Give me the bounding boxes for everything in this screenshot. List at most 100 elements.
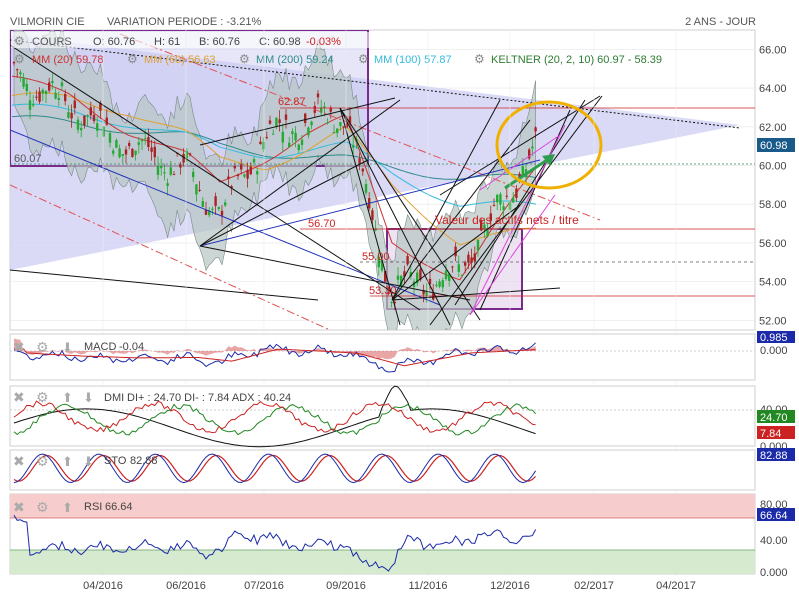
candle-body [54, 92, 57, 99]
candle-body [211, 208, 214, 210]
dmi-label: DMI [104, 392, 124, 404]
candle-body [156, 165, 160, 175]
candle-body [249, 166, 252, 175]
cours-legend[interactable]: ⚙ COURS O: 60.76 H: 61 B: 60.76 C: 60.98… [14, 34, 341, 48]
gear-icon[interactable]: ⚙ [36, 499, 49, 515]
rsi-badge-value: 66.64 [760, 510, 788, 522]
level-label-6007: 60.07 [14, 153, 42, 165]
di-minus-line [13, 400, 536, 434]
candle-body [16, 69, 19, 71]
candle-body [70, 112, 73, 119]
price-tick-label: 66.00 [759, 44, 787, 56]
candle-body [240, 164, 243, 170]
candle-body [192, 171, 195, 178]
rsi-line [13, 515, 537, 572]
dotted-resistance [10, 39, 741, 129]
keltner-legend: KELTNER (20, 2, 10) 60.97 - 58.39 [491, 54, 662, 66]
close-icon[interactable]: ✖ [13, 339, 25, 355]
candle-body [128, 143, 131, 147]
candle-body [409, 272, 412, 277]
gear-icon[interactable]: ⚙ [14, 52, 25, 66]
candle-body [64, 93, 67, 102]
gear-icon[interactable]: ⚙ [127, 52, 138, 66]
gear-icon[interactable]: ⚙ [36, 339, 49, 355]
candle-body [275, 117, 278, 127]
arrow-up-icon[interactable]: ⬆ [62, 390, 73, 405]
rsi-axis-zero: 0.000 [760, 567, 788, 579]
gear-icon[interactable]: ⚙ [36, 453, 49, 469]
price-panel: 62.87 60.07 56.70 55.00 53.30 Valeur des… [9, 29, 795, 576]
candle-body [51, 80, 54, 84]
candle-body [89, 107, 92, 116]
sto-label: STO [104, 455, 127, 467]
di-minus-badge [757, 426, 795, 439]
candle-body [92, 114, 96, 122]
arrow-down-icon[interactable]: ⬇ [83, 454, 94, 469]
candle-body [531, 146, 534, 149]
gear-icon[interactable]: ⚙ [14, 34, 25, 48]
candle-body [486, 230, 489, 237]
gear-icon[interactable]: ⚙ [474, 52, 485, 66]
candle-body [160, 165, 163, 169]
close-icon[interactable]: ✖ [13, 389, 25, 405]
candle-body [496, 194, 499, 203]
candle-body [476, 240, 480, 251]
candle-body [163, 172, 166, 174]
last-price-badge [757, 138, 795, 152]
close-icon[interactable]: ✖ [13, 453, 25, 469]
x-tick-label: 04/2017 [656, 580, 696, 592]
candle-body [105, 117, 108, 125]
candle-body [48, 82, 51, 91]
candle-body [204, 209, 208, 215]
arrow-down-icon[interactable]: ⬇ [83, 390, 94, 405]
candle-body [326, 122, 329, 124]
close-icon[interactable]: ✖ [13, 499, 25, 515]
candle-body [57, 98, 60, 101]
candle-body [227, 176, 230, 180]
candle-body [182, 153, 185, 163]
candle-body [451, 266, 454, 268]
candle-body [307, 127, 310, 136]
candle-body [262, 141, 265, 150]
candle-body [528, 149, 531, 159]
candle-body [291, 131, 294, 134]
macd-badge [757, 331, 795, 343]
candle-body [220, 210, 224, 216]
candle-body [329, 107, 332, 112]
candle-body [188, 153, 192, 155]
candle-body [284, 114, 288, 120]
red-dashdot-1 [119, 33, 601, 221]
macd-value: -0.04 [119, 341, 144, 353]
candle-body [320, 107, 323, 113]
candle-body [441, 280, 444, 288]
candle-body [505, 195, 508, 197]
candle-body [22, 77, 25, 87]
x-tick-label: 11/2016 [409, 580, 448, 592]
candle-body [454, 246, 457, 257]
price-tick-label: 64.00 [759, 83, 787, 95]
period-text[interactable]: 2 ANS - JOUR [685, 16, 756, 28]
arrow-up-icon[interactable]: ⬆ [62, 454, 73, 469]
candle-body [339, 122, 342, 126]
ma-legend[interactable]: ⚙ MM (20) 59.78 ⚙ MM (60) 56.63 ⚙ MM (20… [14, 52, 662, 66]
candle-body [201, 201, 204, 207]
candle-body [432, 293, 435, 300]
gear-icon[interactable]: ⚙ [239, 52, 250, 66]
candle-body [444, 270, 448, 280]
candle-body [236, 174, 240, 177]
gear-icon[interactable]: ⚙ [36, 389, 49, 405]
sto-d-line [13, 454, 537, 482]
candle-body [332, 132, 336, 134]
arrow-up-icon[interactable]: ⬆ [62, 500, 73, 515]
candle-body [217, 207, 220, 209]
arrow-down-icon[interactable]: ⬇ [62, 340, 73, 355]
sto-badge-value: 82.88 [760, 450, 788, 462]
mm20-legend: MM (20) 59.78 [32, 54, 104, 66]
sto-value: 82.88 [130, 455, 158, 467]
gear-icon[interactable]: ⚙ [358, 52, 369, 66]
x-axis: 04/2016 06/2016 07/2016 09/2016 11/2016 12/20… [83, 580, 696, 592]
candle-body [32, 104, 35, 106]
level-label-5330: 53.30 [369, 285, 397, 297]
candle-body [19, 72, 22, 75]
candle-body [41, 89, 44, 94]
